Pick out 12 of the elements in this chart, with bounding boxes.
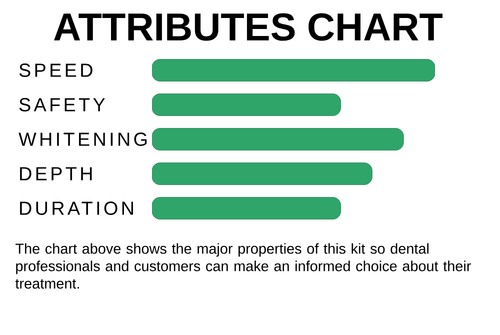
bar: [152, 94, 341, 116]
y-tick-label: SPEED: [19, 64, 92, 77]
bar: [152, 59, 436, 82]
bar: [152, 162, 372, 185]
y-tick-label: SAFETY: [19, 98, 105, 112]
chart-title: ATTRIBUTES CHART: [54, 13, 443, 41]
y-tick-label: WHITENING: [18, 132, 147, 146]
bar: [152, 128, 404, 150]
bar: [152, 197, 341, 220]
y-tick-label: DURATION: [20, 202, 133, 215]
text: The chart above shows the major properties of this kit so dental professionals and customers can make an informed choice about their treatment.: [15, 243, 471, 289]
y-tick-label: DEPTH: [20, 167, 92, 180]
